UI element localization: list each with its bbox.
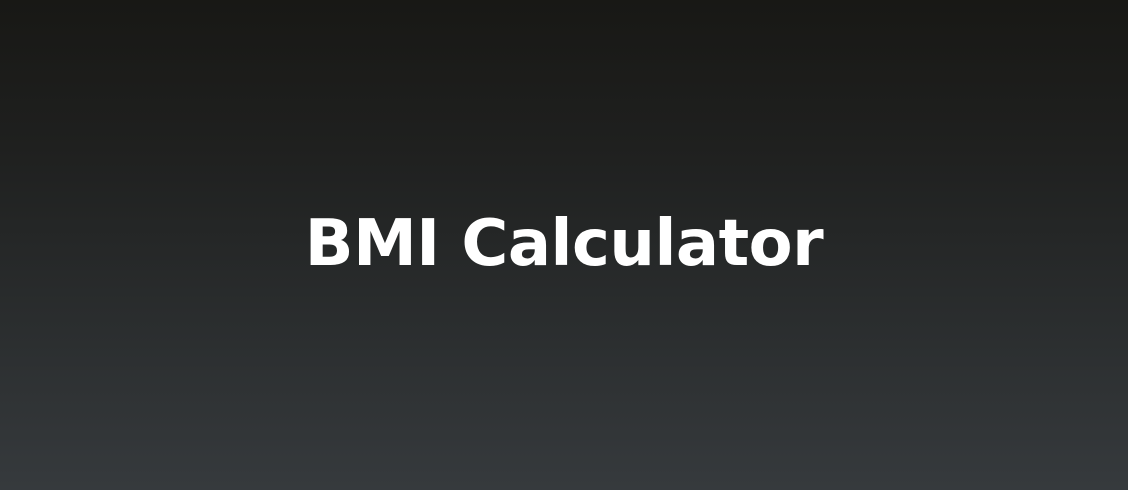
page-title: BMI Calculator [304,207,824,281]
